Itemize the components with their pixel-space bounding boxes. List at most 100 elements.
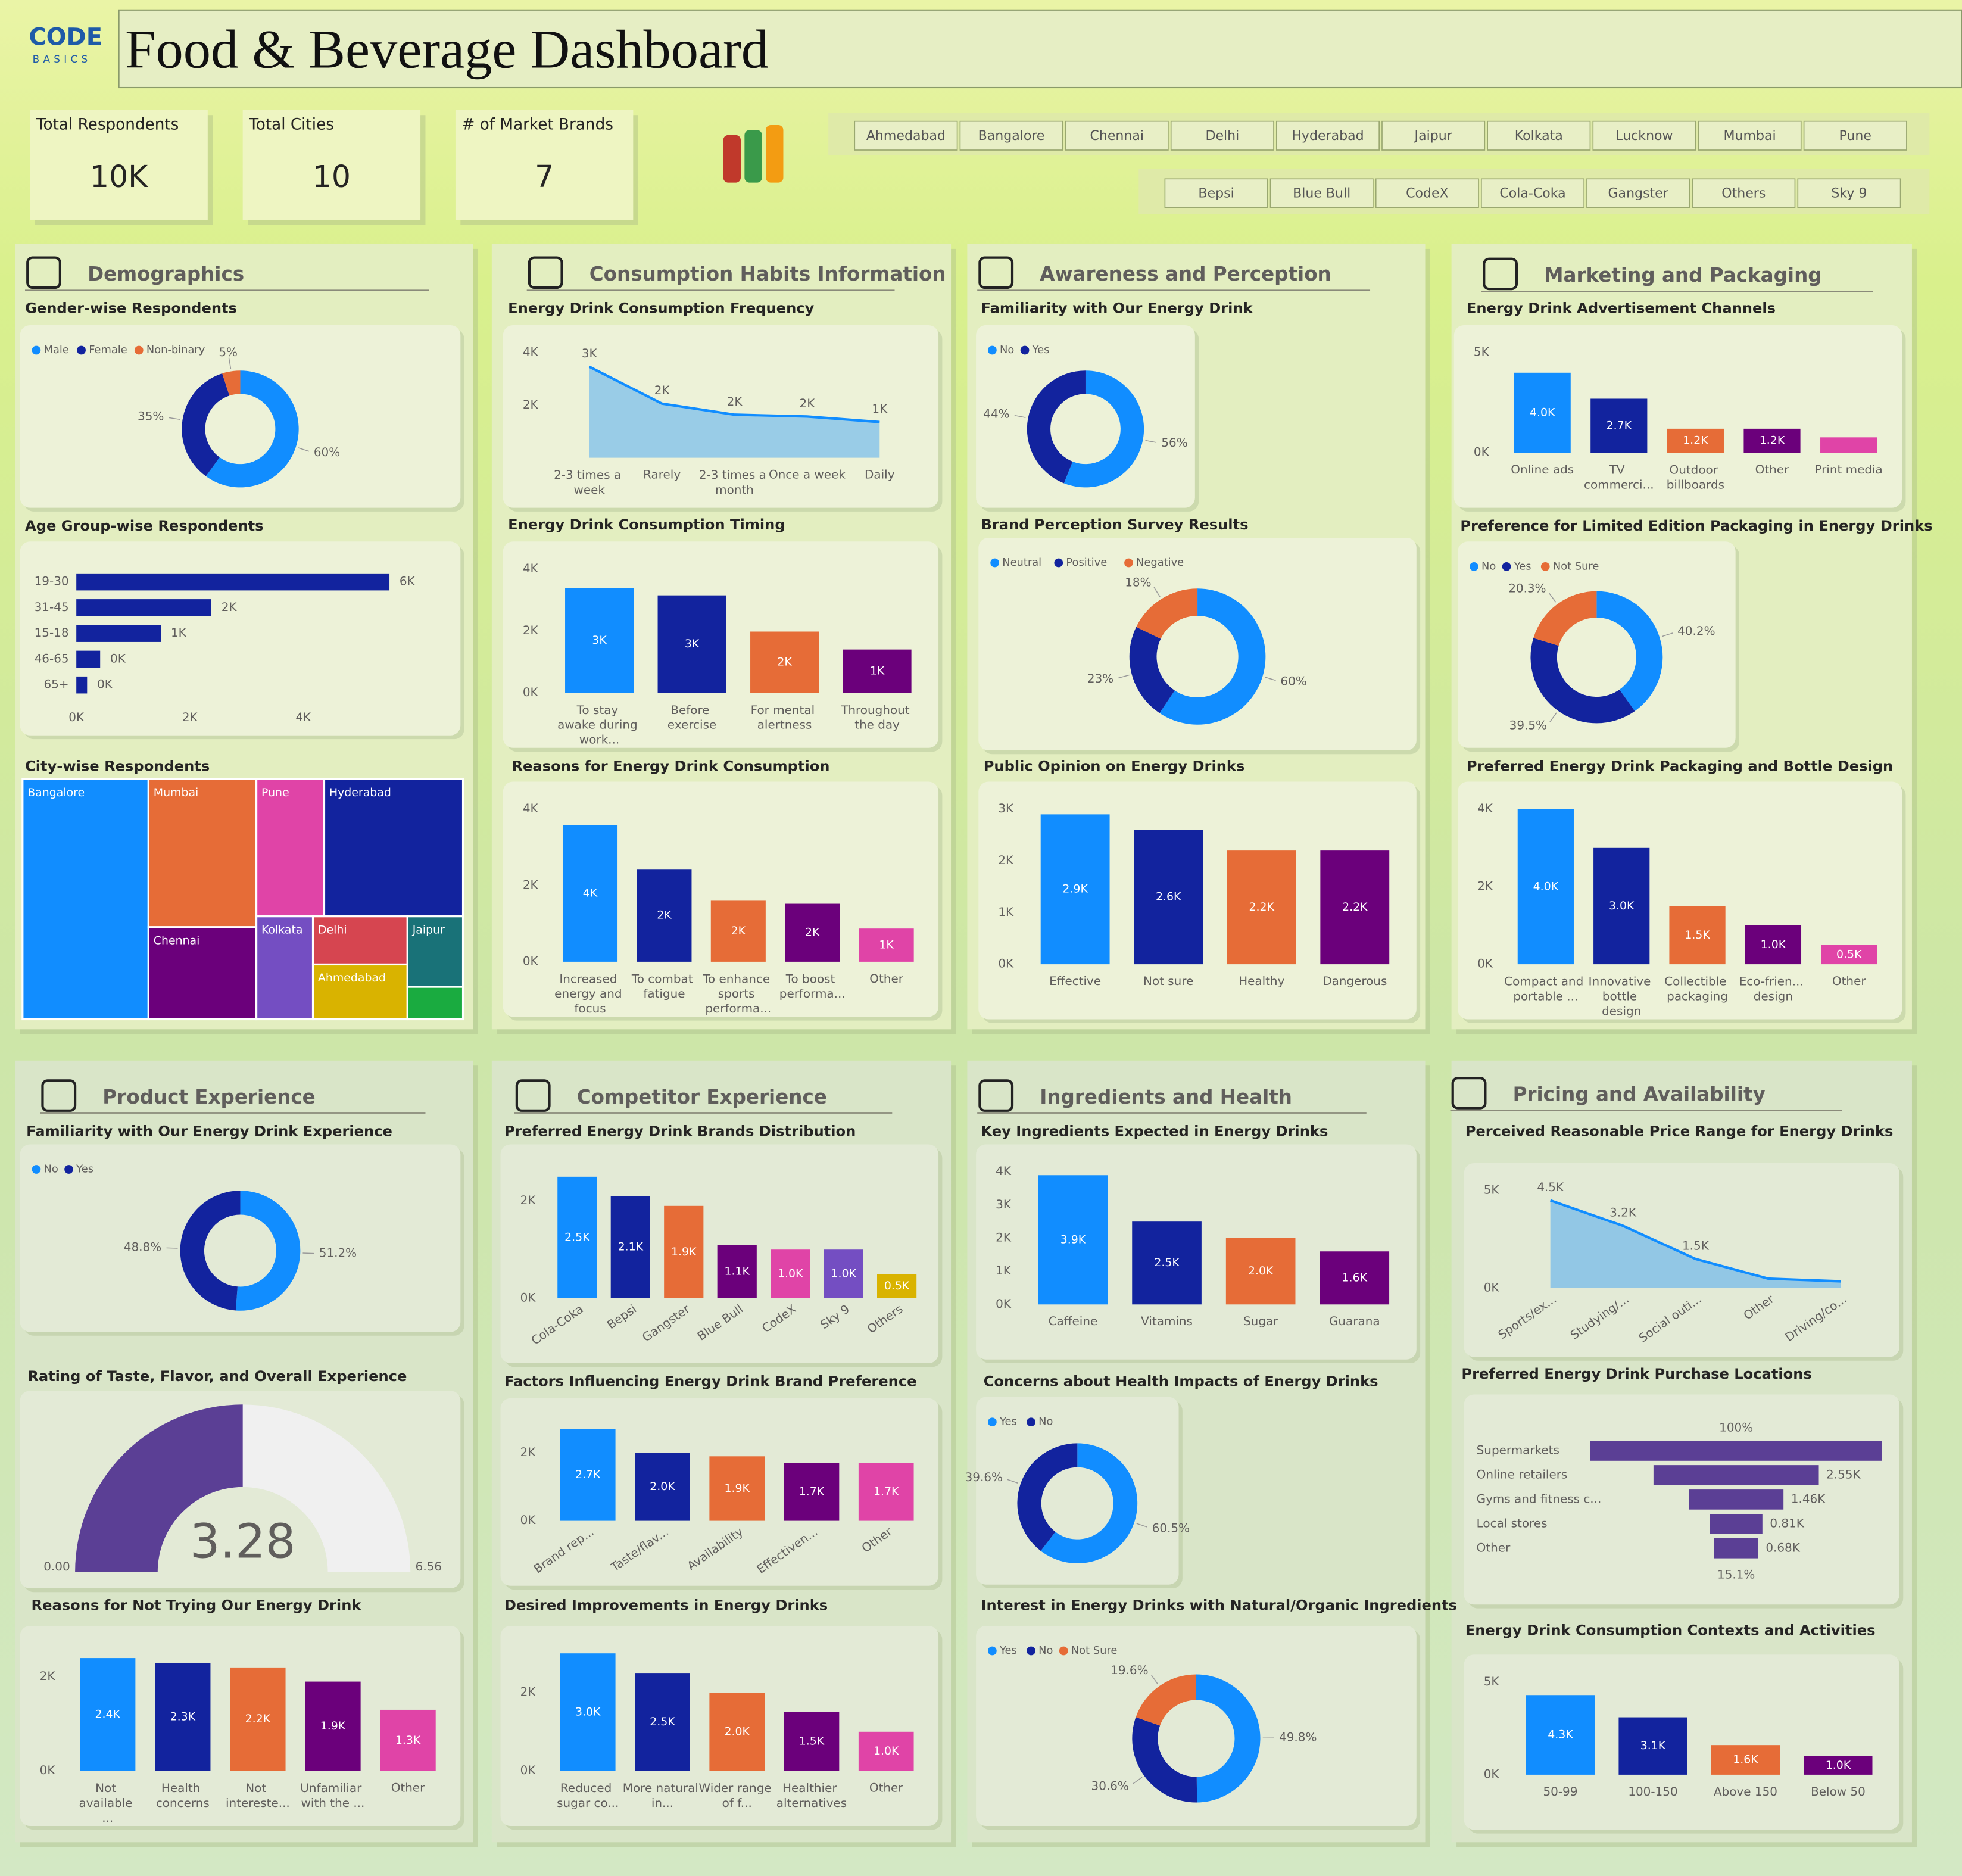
section-icon	[26, 256, 61, 289]
x-tick-label: Other	[1832, 974, 1866, 988]
bar	[784, 1712, 840, 1771]
chart-title: City-wise Respondents	[25, 758, 210, 774]
area	[1550, 1200, 1841, 1288]
leader-line	[1150, 1674, 1158, 1685]
slicer-button[interactable]	[1698, 120, 1802, 151]
y-tick-label: Gyms and fitness c...	[1477, 1491, 1602, 1506]
data-label: 4.3K	[1548, 1728, 1573, 1741]
bar	[557, 1176, 597, 1298]
chart-card	[976, 325, 1195, 508]
slicer-label[interactable]: Bepsi	[1198, 186, 1234, 201]
bar	[1225, 1238, 1296, 1305]
slicer-button[interactable]	[1803, 120, 1907, 151]
data-label: 2.5K	[564, 1230, 590, 1244]
section-icon	[1451, 1077, 1487, 1110]
chart-title: Preferred Energy Drink Packaging and Bot…	[1467, 758, 1893, 774]
legend-label: No	[1000, 344, 1014, 356]
slicer-button[interactable]	[959, 120, 1063, 151]
x-tick-label: Once a week	[769, 468, 846, 482]
gauge-fill	[75, 1404, 243, 1572]
x-tick-label: Throughout the day	[840, 702, 913, 731]
slicer-label[interactable]: Chennai	[1090, 129, 1144, 144]
section-icon	[41, 1079, 77, 1112]
data-label: 1.5K	[1682, 1238, 1710, 1252]
slicer-label[interactable]: Pune	[1839, 129, 1871, 144]
chart-card	[1464, 1163, 1899, 1357]
x-tick-label: Compact and portable ...	[1504, 974, 1587, 1003]
slice	[1159, 588, 1266, 725]
slicer-button[interactable]	[854, 120, 958, 151]
line	[1549, 1199, 1841, 1283]
leader-line	[1153, 587, 1161, 597]
data-label: 2.2K	[1342, 900, 1368, 914]
treemap-label: Ahmedabad	[318, 971, 386, 984]
area	[589, 366, 880, 458]
y-tick-label: 4K	[523, 801, 539, 815]
x-tick-label: To stay awake during work...	[557, 702, 641, 746]
x-tick-label: Other	[869, 971, 903, 986]
y-tick-label: 2K	[520, 1685, 536, 1699]
y-tick-label: Other	[1477, 1540, 1511, 1554]
slicer-label[interactable]: CodeX	[1406, 186, 1449, 201]
slicer-button[interactable]	[1170, 120, 1274, 151]
data-label: 1.9K	[725, 1482, 750, 1495]
slicer-label[interactable]: Bangalore	[978, 129, 1045, 144]
leader-line	[1133, 1777, 1143, 1784]
data-label: 1.6K	[1733, 1753, 1758, 1766]
slicer-button[interactable]	[1797, 178, 1901, 208]
y-tick-label: 0K	[40, 1763, 56, 1777]
y-tick-label: 1K	[996, 1263, 1012, 1277]
data-label: 2.4K	[95, 1707, 120, 1721]
bar	[664, 1205, 704, 1298]
y-tick-label: 4K	[523, 561, 539, 575]
slicer-button[interactable]	[1065, 120, 1169, 151]
slicer-label[interactable]: Gangster	[1608, 186, 1668, 201]
treemap-cell	[147, 778, 258, 928]
chart-card	[503, 325, 939, 508]
y-tick-label: Local stores	[1477, 1516, 1548, 1530]
slicer-button[interactable]	[1381, 120, 1486, 151]
chart-title: Gender-wise Respondents	[25, 300, 237, 317]
slicer-button[interactable]	[1276, 120, 1380, 151]
slicer-label[interactable]: Lucknow	[1615, 129, 1673, 144]
x-tick-label: Eco-frien... design	[1739, 974, 1807, 1003]
kpi-label: # of Market Brands	[461, 116, 613, 134]
slicer-button[interactable]	[1269, 178, 1374, 208]
data-label: 0K	[97, 677, 113, 691]
slicer-label[interactable]: Kolkata	[1515, 129, 1563, 144]
y-tick-label: 2K	[523, 623, 539, 637]
leader-line	[1014, 415, 1026, 418]
y-tick-label: 65+	[43, 677, 68, 691]
data-label: 1.0K	[778, 1267, 803, 1280]
slicer-label[interactable]: Ahmedabad	[866, 129, 946, 144]
bar	[1320, 850, 1390, 965]
slicer-label[interactable]: Hyderabad	[1292, 129, 1364, 144]
slicer-label[interactable]: Cola-Coka	[1499, 186, 1565, 201]
bar	[1743, 428, 1801, 453]
x-tick-label: For mental alertness	[751, 702, 819, 731]
slicer-button[interactable]	[1375, 178, 1479, 208]
slicer-label[interactable]: Mumbai	[1724, 129, 1776, 144]
bar	[1320, 1251, 1390, 1305]
data-label: 2.9K	[1062, 883, 1088, 896]
slicer-label[interactable]: Delhi	[1205, 129, 1239, 144]
legend-label: Not Sure	[1071, 1644, 1118, 1657]
slicer-button[interactable]	[1164, 178, 1268, 208]
slicer-label[interactable]: Sky 9	[1831, 186, 1867, 201]
bar	[560, 1429, 616, 1521]
slicer-label[interactable]: Others	[1721, 186, 1766, 201]
slicer-button[interactable]	[1592, 120, 1696, 151]
gauge-min: 0.00	[43, 1559, 70, 1573]
slicer-label[interactable]: Blue Bull	[1293, 186, 1350, 201]
chart-card	[976, 1397, 1179, 1585]
bar	[305, 1681, 361, 1771]
data-label: 23%	[1087, 671, 1113, 685]
data-label: 0K	[110, 651, 126, 665]
section-icon	[528, 256, 563, 289]
slicer-label[interactable]: Jaipur	[1414, 129, 1453, 144]
data-label: 2.0K	[650, 1480, 675, 1493]
slicer-button[interactable]	[1481, 178, 1585, 208]
slicer-button[interactable]	[1692, 178, 1796, 208]
slicer-button[interactable]	[1487, 120, 1591, 151]
slicer-button[interactable]	[1586, 178, 1690, 208]
